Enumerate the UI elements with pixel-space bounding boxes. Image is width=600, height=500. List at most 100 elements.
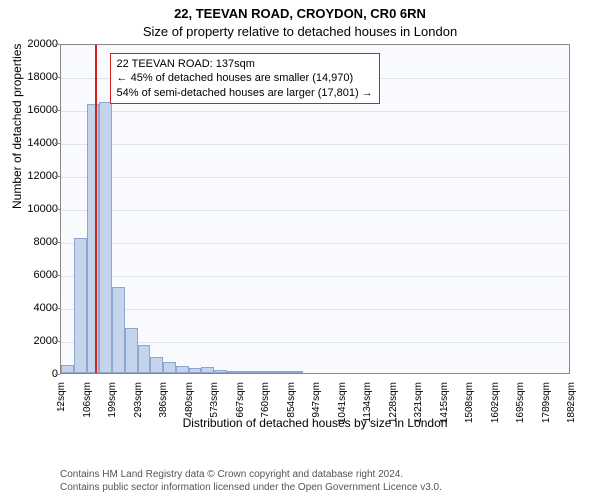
- x-tick-label: 386sqm: [158, 382, 169, 418]
- y-tick-label: 20000: [18, 38, 58, 50]
- y-tick-mark: [55, 242, 60, 243]
- x-tick-label: 1321sqm: [413, 382, 424, 423]
- histogram-bar: [99, 102, 112, 373]
- y-tick-mark: [55, 374, 60, 375]
- histogram-chart: 22 TEEVAN ROAD: 137sqm← 45% of detached …: [60, 44, 570, 404]
- histogram-bar: [176, 366, 189, 373]
- y-tick-mark: [55, 110, 60, 111]
- footer-line-2: Contains public sector information licen…: [60, 481, 442, 494]
- annotation-line: ← 45% of detached houses are smaller (14…: [117, 71, 373, 85]
- annotation-line: 22 TEEVAN ROAD: 137sqm: [117, 57, 373, 71]
- x-tick-label: 1602sqm: [490, 382, 501, 423]
- histogram-bar: [87, 104, 100, 373]
- gridline: [61, 144, 569, 145]
- y-tick-label: 2000: [18, 335, 58, 347]
- x-tick-mark: [86, 404, 87, 409]
- x-tick-mark: [60, 404, 61, 409]
- x-tick-mark: [570, 404, 571, 409]
- footer-attribution: Contains HM Land Registry data © Crown c…: [60, 468, 442, 494]
- y-tick-label: 6000: [18, 269, 58, 281]
- x-tick-label: 947sqm: [311, 382, 322, 418]
- x-tick-mark: [162, 404, 163, 409]
- x-tick-label: 12sqm: [56, 382, 67, 412]
- x-tick-mark: [264, 404, 265, 409]
- y-tick-mark: [55, 77, 60, 78]
- histogram-bar: [201, 367, 214, 373]
- histogram-bar: [291, 371, 304, 373]
- x-tick-label: 1415sqm: [439, 382, 450, 423]
- histogram-bar: [138, 345, 151, 373]
- x-tick-mark: [213, 404, 214, 409]
- x-tick-mark: [137, 404, 138, 409]
- y-tick-mark: [55, 308, 60, 309]
- x-tick-label: 854sqm: [286, 382, 297, 418]
- y-tick-mark: [55, 176, 60, 177]
- gridline: [61, 243, 569, 244]
- y-axis-label: Number of detached properties: [10, 44, 24, 209]
- page-title: 22, TEEVAN ROAD, CROYDON, CR0 6RN: [0, 6, 600, 21]
- x-tick-mark: [545, 404, 546, 409]
- x-tick-mark: [468, 404, 469, 409]
- x-tick-label: 573sqm: [209, 382, 220, 418]
- x-tick-mark: [494, 404, 495, 409]
- x-tick-label: 760sqm: [260, 382, 271, 418]
- gridline: [61, 210, 569, 211]
- x-tick-mark: [188, 404, 189, 409]
- histogram-bar: [214, 370, 227, 373]
- x-tick-mark: [366, 404, 367, 409]
- gridline: [61, 276, 569, 277]
- histogram-bar: [265, 371, 278, 373]
- footer-line-1: Contains HM Land Registry data © Crown c…: [60, 468, 442, 481]
- gridline: [61, 309, 569, 310]
- x-tick-label: 1695sqm: [515, 382, 526, 423]
- y-tick-mark: [55, 341, 60, 342]
- y-tick-mark: [55, 209, 60, 210]
- gridline: [61, 177, 569, 178]
- y-tick-label: 16000: [18, 104, 58, 116]
- x-tick-mark: [519, 404, 520, 409]
- y-tick-label: 8000: [18, 236, 58, 248]
- y-tick-mark: [55, 143, 60, 144]
- annotation-box: 22 TEEVAN ROAD: 137sqm← 45% of detached …: [110, 53, 380, 104]
- x-tick-mark: [290, 404, 291, 409]
- annotation-line: 54% of semi-detached houses are larger (…: [117, 86, 373, 100]
- page-subtitle: Size of property relative to detached ho…: [0, 24, 600, 39]
- x-tick-label: 1134sqm: [362, 382, 373, 422]
- x-tick-label: 667sqm: [235, 382, 246, 418]
- y-tick-label: 12000: [18, 170, 58, 182]
- y-tick-label: 4000: [18, 302, 58, 314]
- histogram-bar: [278, 371, 291, 373]
- x-tick-mark: [111, 404, 112, 409]
- y-tick-label: 14000: [18, 137, 58, 149]
- histogram-bar: [252, 371, 265, 373]
- x-tick-label: 1882sqm: [566, 382, 577, 423]
- marker-line: [95, 45, 97, 373]
- histogram-bar: [163, 362, 176, 373]
- plot-area: 22 TEEVAN ROAD: 137sqm← 45% of detached …: [60, 44, 570, 374]
- x-tick-mark: [315, 404, 316, 409]
- histogram-bar: [150, 357, 163, 374]
- x-tick-label: 293sqm: [133, 382, 144, 418]
- x-tick-label: 106sqm: [82, 382, 93, 418]
- histogram-bar: [240, 371, 253, 373]
- x-tick-mark: [443, 404, 444, 409]
- histogram-bar: [74, 238, 87, 373]
- y-tick-mark: [55, 275, 60, 276]
- x-tick-mark: [239, 404, 240, 409]
- histogram-bar: [227, 371, 240, 373]
- x-tick-label: 1228sqm: [388, 382, 399, 423]
- histogram-bar: [125, 328, 138, 373]
- gridline: [61, 111, 569, 112]
- y-tick-mark: [55, 44, 60, 45]
- x-tick-mark: [392, 404, 393, 409]
- x-tick-label: 1041sqm: [337, 382, 348, 423]
- x-tick-label: 199sqm: [107, 382, 118, 418]
- y-tick-label: 10000: [18, 203, 58, 215]
- x-tick-label: 1789sqm: [541, 382, 552, 423]
- y-tick-label: 18000: [18, 71, 58, 83]
- y-tick-label: 0: [18, 368, 58, 380]
- x-tick-label: 480sqm: [184, 382, 195, 418]
- x-tick-mark: [341, 404, 342, 409]
- histogram-bar: [189, 368, 202, 373]
- x-tick-label: 1508sqm: [464, 382, 475, 423]
